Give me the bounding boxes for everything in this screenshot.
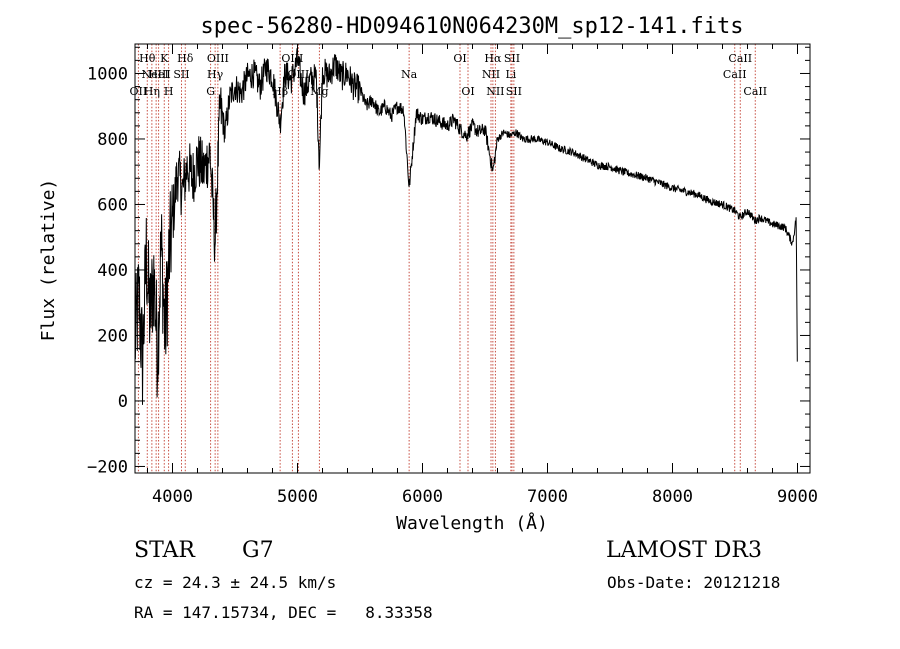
line-marker-label: CaII <box>728 52 752 65</box>
line-marker-label: CaII <box>743 85 767 98</box>
line-marker-label: G <box>206 85 215 98</box>
y-tick-label: 600 <box>97 195 128 215</box>
y-tick-label: 0 <box>118 392 128 412</box>
x-axis-label: Wavelength (Å) <box>396 512 548 534</box>
line-marker-label: SII <box>506 85 522 98</box>
chart-title: spec-56280-HD094610N064230M_sp12-141.fit… <box>200 14 743 39</box>
line-marker-label: OI <box>453 52 466 65</box>
x-tick-label: 5000 <box>277 487 318 507</box>
x-tick-label: 4000 <box>152 487 193 507</box>
obs-date-text: Obs-Date: 20121218 <box>607 573 781 592</box>
y-tick-label: −200 <box>87 457 128 477</box>
x-tick-label: 6000 <box>402 487 443 507</box>
y-tick-label: 1000 <box>87 64 128 84</box>
line-marker-label: SII <box>504 52 520 65</box>
line-marker-label: Mg <box>310 85 328 98</box>
line-markers <box>137 44 756 473</box>
line-marker-label: SII <box>173 68 189 81</box>
y-tick-label: 800 <box>97 130 128 150</box>
x-tick-label: 7000 <box>527 487 568 507</box>
class-label: STAR <box>134 538 195 563</box>
line-marker-label: OII <box>130 85 148 98</box>
axes: 4000 5000 6000 7000 8000 9000 −200 0 200 400 600 80… <box>87 43 818 507</box>
line-marker-label: OIII <box>281 52 303 65</box>
line-marker-label: OIII <box>287 68 309 81</box>
line-marker-label: Li <box>505 68 516 81</box>
line-marker-label: Hδ <box>177 52 194 65</box>
y-tick-label: 400 <box>97 261 128 281</box>
line-marker-label: NII <box>486 85 504 98</box>
y-tick-label: 200 <box>97 326 128 346</box>
line-marker-label: OI <box>461 85 474 98</box>
line-marker-label: Hγ <box>207 68 224 81</box>
line-marker-labels: HθOIIHηNeIIIHeIKHSIIHδGHγOIIIHβOIIIOIIIM… <box>130 52 768 98</box>
spectrum-series <box>135 48 798 405</box>
line-marker-label: Hα <box>484 52 502 65</box>
line-marker-label: CaII <box>723 68 747 81</box>
coordinates-text: RA = 147.15734, DEC = 8.33358 <box>134 603 433 622</box>
x-tick-label: 9000 <box>777 487 818 507</box>
subclass-label: G7 <box>242 538 274 563</box>
line-marker-label: OIII <box>207 52 229 65</box>
line-marker-label: Hβ <box>272 85 288 98</box>
plot-frame <box>134 43 811 474</box>
survey-label: LAMOST DR3 <box>606 538 762 563</box>
x-tick-label: 8000 <box>652 487 693 507</box>
line-marker-label: Na <box>401 68 418 81</box>
line-marker-label: NII <box>482 68 500 81</box>
redshift-text: cz = 24.3 ± 24.5 km/s <box>134 573 337 592</box>
line-marker-label: Hη <box>144 85 160 98</box>
line-marker-label: HeI <box>148 68 168 81</box>
line-marker-label: NeIII <box>142 68 171 81</box>
line-marker-label: H <box>164 85 174 98</box>
line-marker-label: Hθ <box>139 52 156 65</box>
line-marker-label: K <box>160 52 169 65</box>
y-axis-label: Flux (relative) <box>38 179 59 342</box>
spectrum-line <box>135 48 798 405</box>
